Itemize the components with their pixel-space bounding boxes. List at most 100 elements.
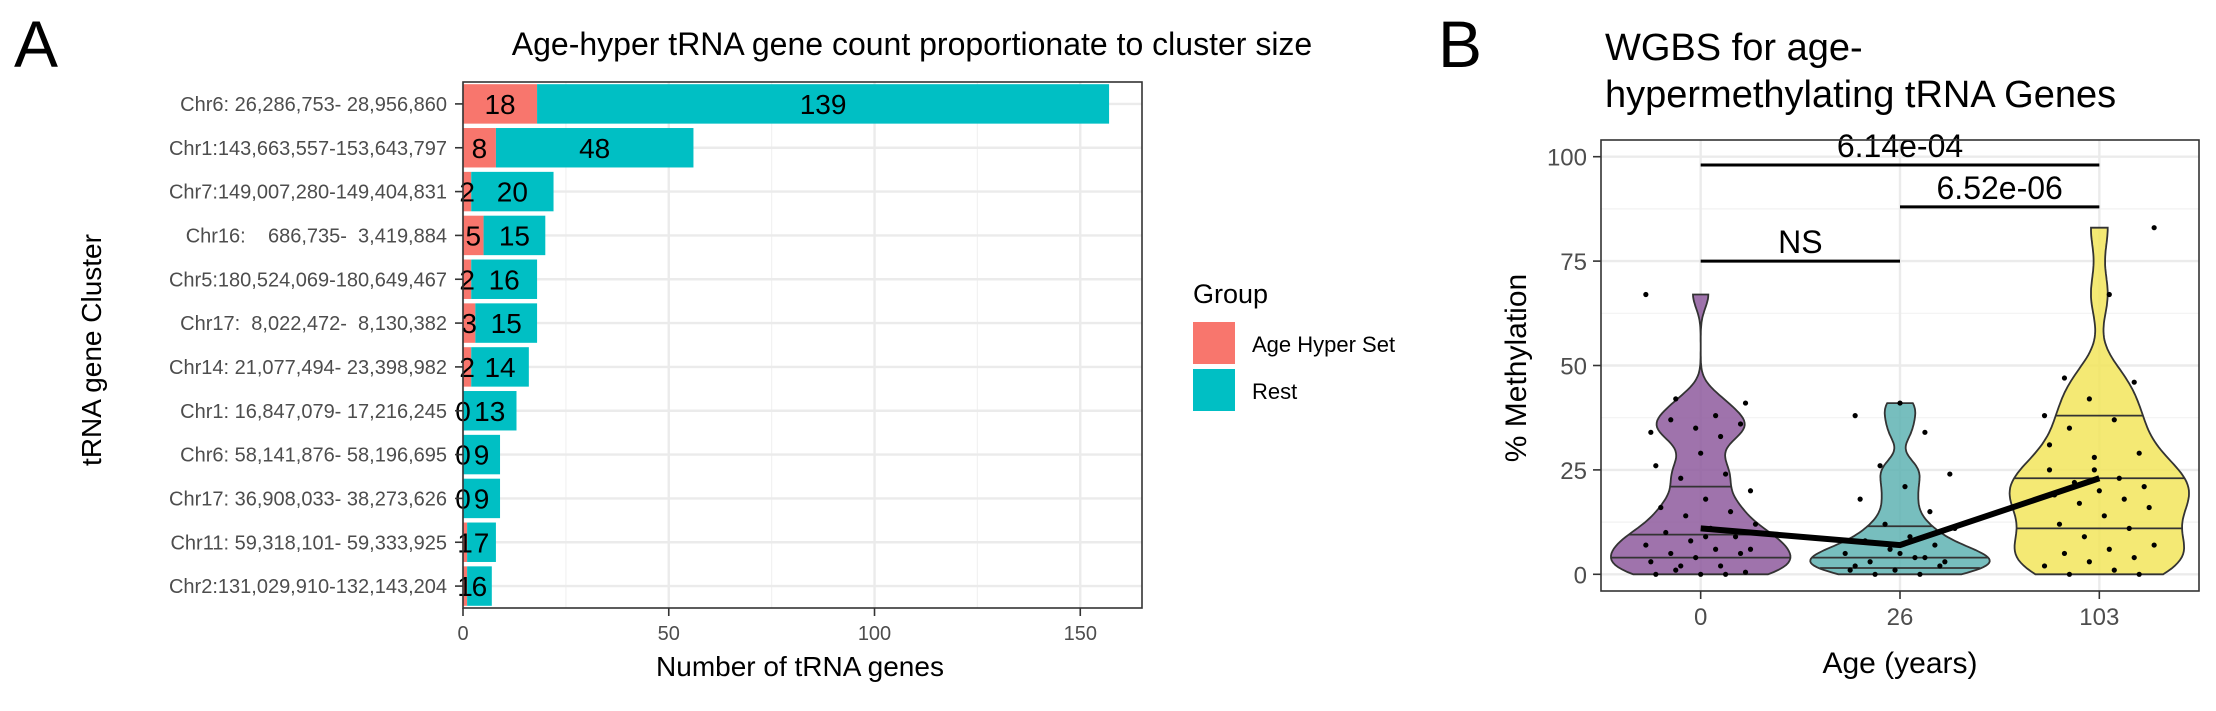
data-label-rest: 15 (491, 308, 522, 339)
data-point (2106, 291, 2112, 298)
data-point (1942, 559, 1948, 565)
data-point (2086, 559, 2092, 565)
tick-label-y: Chr17: 36,908,033- 38,273,626 (169, 488, 447, 510)
data-point (2131, 379, 2137, 385)
legend-title: Group (1193, 279, 1268, 309)
data-point (2086, 396, 2092, 402)
bar-rest (495, 128, 694, 168)
data-label-age-hyper: 8 (472, 133, 488, 164)
data-point (2066, 571, 2073, 577)
data-point (1673, 567, 1679, 573)
panel-b-letter: B (1438, 7, 1482, 81)
data-point (1727, 509, 1734, 515)
data-point (1947, 471, 1953, 477)
tick-label-x: 0 (1694, 604, 1707, 631)
tick-label-y: Chr17: 8,022,472- 8,130,382 (180, 313, 447, 335)
data-point (1718, 563, 1724, 569)
data-point (1882, 521, 1888, 527)
data-point (1643, 291, 1649, 298)
data-point (2046, 467, 2053, 473)
data-point (1703, 534, 1709, 540)
data-point (2146, 504, 2152, 511)
bar-age-hyper (463, 522, 468, 562)
data-point (1678, 563, 1684, 569)
significance-label: 6.52e-06 (1937, 170, 2063, 206)
data-point (1747, 546, 1754, 552)
data-point (1752, 521, 1759, 527)
data-point (1658, 504, 1664, 511)
data-label-rest: 16 (489, 264, 520, 295)
data-point (2126, 525, 2132, 531)
data-point (2091, 467, 2097, 473)
tick-label-y: 50 (1560, 354, 1587, 381)
data-point (2116, 475, 2122, 481)
data-label-rest: 6 (472, 571, 488, 602)
legend-label-age-hyper: Age Hyper Set (1252, 332, 1395, 357)
data-point (1673, 396, 1679, 402)
tick-label-y: Chr14: 21,077,494- 23,398,982 (169, 357, 447, 379)
data-label-rest: 7 (474, 527, 490, 558)
chart-a-xlabel: Number of tRNA genes (656, 651, 944, 682)
chart-b-xlabel: Age (years) (1822, 647, 1977, 680)
panel-border-b (1600, 139, 2200, 592)
bar-age-hyper (463, 259, 472, 299)
violin-0 (1610, 293, 1792, 576)
data-point (1857, 496, 1863, 502)
data-point (1718, 433, 1724, 440)
data-point (1872, 571, 1878, 577)
data-point (1892, 567, 1898, 573)
data-point (1683, 513, 1689, 519)
bar-age-hyper (463, 215, 484, 256)
data-label-age-hyper: 5 (465, 220, 481, 251)
tick-label-y: 25 (1560, 458, 1587, 485)
data-label-age-hyper: 1 (457, 571, 473, 602)
data-point (1698, 571, 1704, 577)
legend-key-age-hyper (1193, 322, 1235, 364)
data-point (1732, 534, 1739, 540)
data-point (2061, 375, 2068, 381)
data-label-rest: 139 (800, 89, 847, 120)
legend-label-rest: Rest (1252, 379, 1297, 404)
bar-rest (463, 478, 501, 519)
chart-b-ylabel: % Methylation (1500, 274, 1533, 462)
bar-age-hyper (463, 171, 472, 212)
bar-age-hyper (463, 84, 538, 124)
data-point (1693, 554, 1699, 561)
tick-label-x: 100 (858, 623, 891, 645)
data-point (1698, 450, 1704, 456)
data-point (1847, 567, 1853, 573)
data-label-age-hyper: 3 (461, 308, 477, 339)
chart-a-ylabel: tRNA gene Cluster (76, 234, 107, 466)
bar-age-hyper (463, 566, 468, 606)
data-point (1668, 550, 1674, 557)
bar-rest (471, 259, 538, 299)
data-point (2121, 496, 2127, 502)
data-point (2081, 534, 2087, 540)
tick-label-y: Chr2:131,029,910-132,143,204 (169, 576, 447, 598)
data-point (2151, 225, 2157, 231)
bar-rest (463, 391, 517, 431)
data-point (2076, 500, 2082, 506)
data-point (1678, 475, 1684, 481)
bar-rest (467, 522, 496, 562)
chart-b-title-line-1: WGBS for age- (1605, 27, 1863, 69)
data-point (2136, 450, 2142, 456)
tick-label-y: Chr11: 59,318,101- 59,333,925 (170, 532, 447, 554)
data-label-rest: 14 (484, 352, 515, 383)
data-label-age-hyper: 1 (457, 527, 473, 558)
tick-label-y: 100 (1547, 145, 1587, 172)
data-point (1643, 542, 1649, 548)
data-point (2151, 542, 2157, 548)
data-label-age-hyper: 18 (484, 89, 515, 120)
significance-label: NS (1778, 224, 1822, 260)
data-point (1912, 554, 1918, 561)
data-point (1722, 471, 1729, 477)
panel-border-a (462, 81, 1143, 609)
data-point (1852, 413, 1858, 419)
data-point (2066, 425, 2073, 431)
tick-label-y: Chr1: 16,847,079- 17,216,245 (180, 401, 447, 423)
data-point (1713, 546, 1719, 552)
tick-label-y: 0 (1574, 562, 1587, 589)
